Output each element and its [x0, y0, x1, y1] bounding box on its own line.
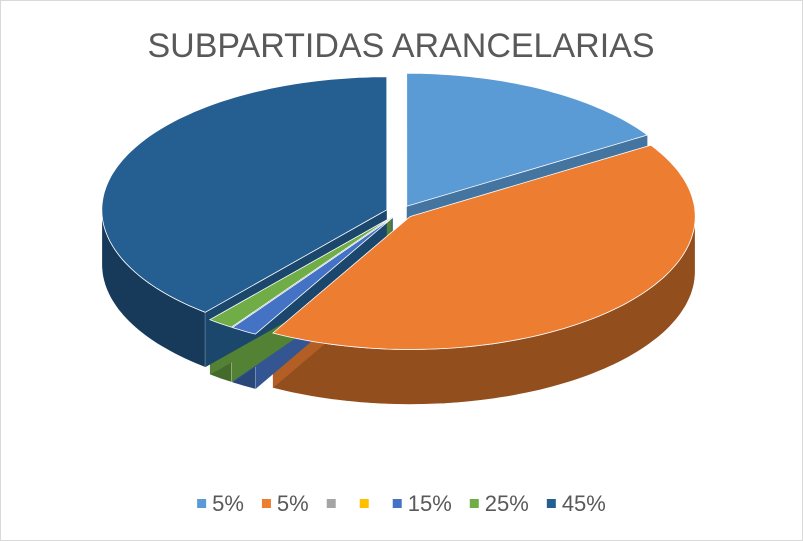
legend-swatch	[469, 499, 479, 508]
legend-label: 15%	[408, 491, 452, 516]
slice	[406, 72, 649, 207]
slice	[231, 217, 393, 335]
legend-label: 45%	[562, 491, 606, 516]
legend-label: 25%	[485, 491, 529, 516]
pie-tops	[101, 72, 696, 350]
slice	[208, 216, 392, 328]
legend-swatch	[392, 499, 402, 508]
legend-swatch	[546, 499, 556, 508]
slice	[272, 144, 696, 350]
slice	[101, 76, 388, 313]
legend-swatch	[326, 499, 336, 508]
legend-swatch	[261, 499, 271, 508]
legend-swatch	[197, 499, 207, 508]
chart-title: SUBPARTIDAS ARANCELARIAS	[147, 27, 654, 65]
legend-label: 5%	[212, 491, 244, 516]
legend: 5% 5% 15% 25% 45%	[197, 491, 606, 516]
legend-swatch	[359, 499, 369, 508]
legend-label: 5%	[277, 491, 309, 516]
